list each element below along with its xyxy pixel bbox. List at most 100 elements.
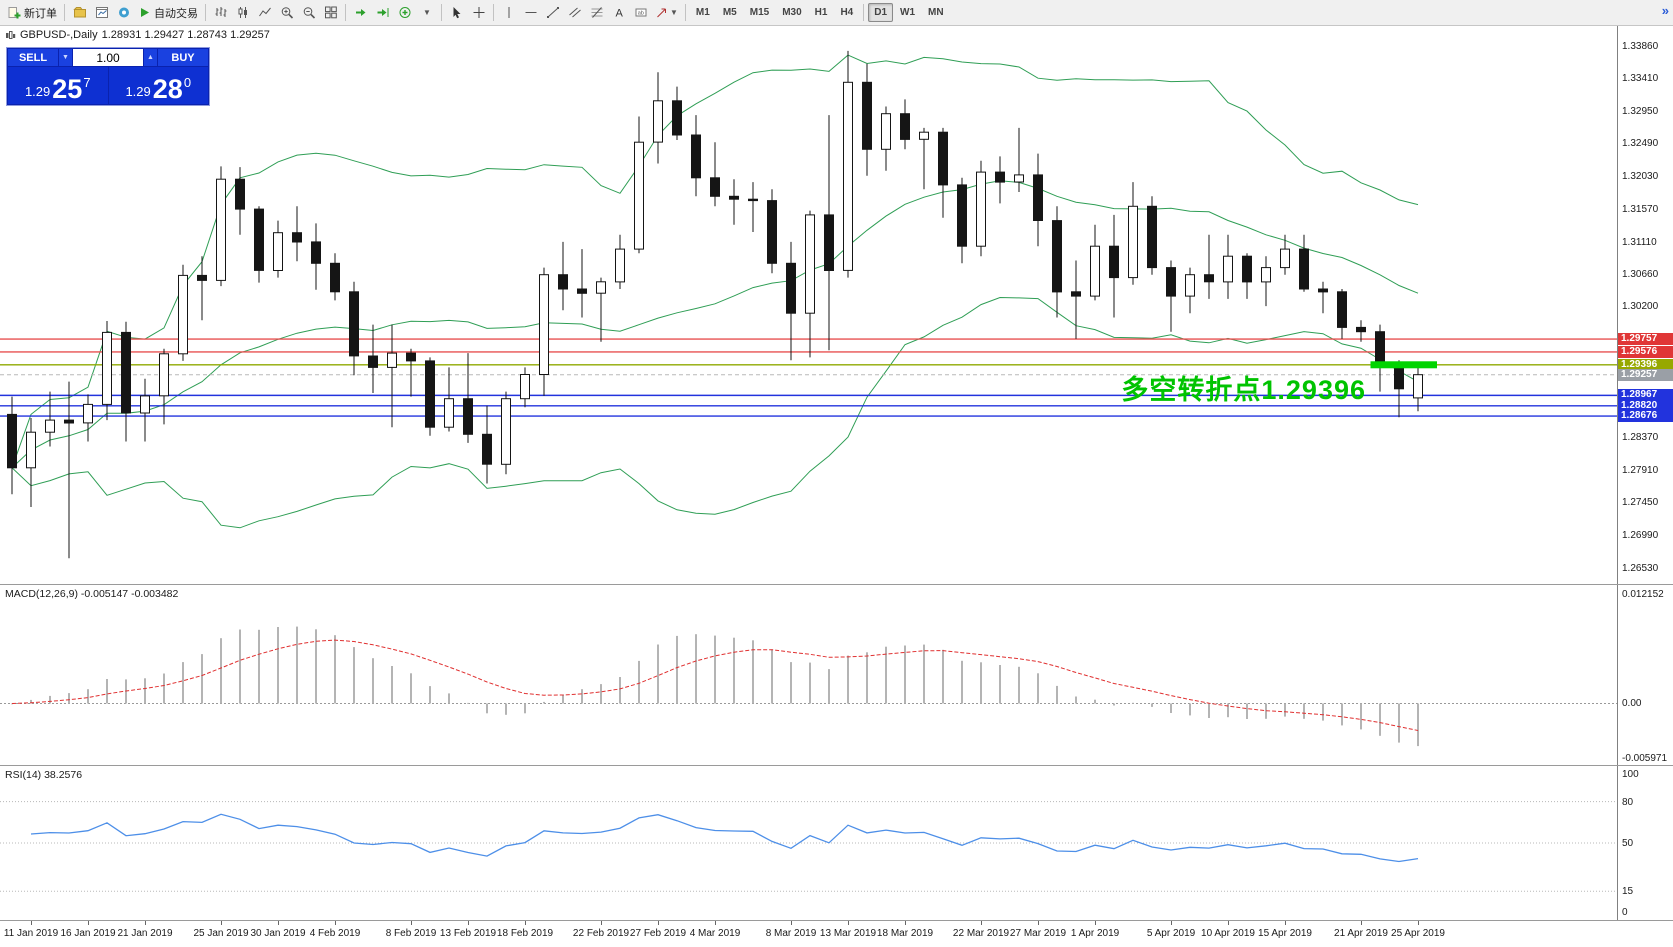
time-axis[interactable]: 11 Jan 2019 16 Jan 2019 21 Jan 2019 25 Jan … <box>0 921 1673 947</box>
vertical-line-icon <box>508 7 509 18</box>
sell-price-button[interactable]: 1.29 25 7 <box>8 67 108 104</box>
time-tick <box>278 921 279 925</box>
time-label: 21 Apr 2019 <box>1334 928 1388 939</box>
price-level-label: 1.29576 <box>1618 345 1673 358</box>
buy-button[interactable]: BUY <box>158 49 208 66</box>
community-button[interactable] <box>113 2 134 23</box>
macd-label: MACD(12,26,9) -0.005147 -0.003482 <box>5 588 179 600</box>
bollinger-middle-band <box>11 180 1419 469</box>
toolbar-separator <box>345 4 346 21</box>
text-button[interactable]: A <box>608 2 629 23</box>
price-tick-label: 1.30660 <box>1622 268 1659 280</box>
zoom-out-button[interactable] <box>298 2 319 23</box>
time-tick <box>145 921 146 925</box>
price-tick-label: 1.32030 <box>1622 171 1659 183</box>
time-tick <box>468 921 469 925</box>
zoom-out-icon <box>303 7 315 19</box>
macd-axis: 0.012152 0.00 -0.005971 <box>1618 585 1673 765</box>
indicators-dropdown-button[interactable]: ▼ <box>416 2 437 23</box>
timeframe-button-h1[interactable]: H1 <box>809 3 834 22</box>
macd-pane: MACD(12,26,9) -0.005147 -0.003482 0.0121… <box>0 585 1673 766</box>
time-label: 30 Jan 2019 <box>250 928 306 939</box>
timeframe-button-d1[interactable]: D1 <box>868 3 894 22</box>
line-chart-button[interactable] <box>254 2 275 23</box>
price-tick-label: 1.27450 <box>1622 497 1659 509</box>
timeframe-button-m15[interactable]: M15 <box>744 3 775 22</box>
one-click-trading-panel: SELL ▼ ▲ BUY 1.29 25 7 1.29 <box>6 47 210 106</box>
timeframe-button-w1[interactable]: W1 <box>894 3 921 22</box>
rsi-axis-label: 15 <box>1622 886 1634 898</box>
price-tick-label: 1.32950 <box>1622 105 1659 117</box>
rsi-axis-label: 100 <box>1622 769 1639 780</box>
sell-button[interactable]: SELL <box>8 49 58 66</box>
new-chart-button[interactable] <box>91 2 112 23</box>
toolbar-overflow-icon[interactable]: » <box>1661 3 1669 18</box>
rsi-axis-label: 80 <box>1622 796 1634 808</box>
time-label: 5 Apr 2019 <box>1146 928 1196 939</box>
autotrading-button[interactable]: 自动交易 <box>135 2 201 23</box>
current-price-label: 1.29257 <box>1618 368 1673 381</box>
auto-scroll-icon <box>355 9 365 16</box>
annotation-text: 多空转折点1.29396 <box>1121 374 1366 405</box>
price-tick-label: 1.31570 <box>1622 203 1659 215</box>
chevron-down-icon: ▼ <box>670 8 678 17</box>
time-tick <box>31 921 32 925</box>
indicators-plus-icon <box>399 7 410 18</box>
trendline-icon <box>546 7 559 18</box>
timeframe-button-m5[interactable]: M5 <box>717 3 743 22</box>
zoom-in-button[interactable] <box>276 2 297 23</box>
new-order-button[interactable]: 新订单 <box>4 2 60 23</box>
indicators-button[interactable] <box>394 2 415 23</box>
candlestick-chart-button[interactable] <box>232 2 253 23</box>
tile-windows-button[interactable] <box>320 2 341 23</box>
main-chart-canvas[interactable] <box>0 26 1673 584</box>
rsi-axis-label: 50 <box>1622 838 1634 849</box>
time-tick <box>525 921 526 925</box>
macd-axis-label: 0.00 <box>1622 698 1642 710</box>
new-order-label: 新订单 <box>24 7 57 20</box>
timeframe-button-m30[interactable]: M30 <box>776 3 807 22</box>
time-tick <box>981 921 982 925</box>
time-label: 8 Mar 2019 <box>765 928 817 939</box>
volume-input[interactable] <box>73 50 143 65</box>
bollinger-upper-band <box>11 54 1419 468</box>
timeframe-button-h4[interactable]: H4 <box>834 3 859 22</box>
auto-scroll-button[interactable] <box>350 2 371 23</box>
horizontal-line-button[interactable] <box>520 2 541 23</box>
timeframe-button-m1[interactable]: M1 <box>690 3 716 22</box>
time-tick <box>1285 921 1286 925</box>
time-label: 22 Feb 2019 <box>572 928 630 939</box>
volume-decrease-button[interactable]: ▼ <box>59 49 72 66</box>
volume-increase-button[interactable]: ▲ <box>144 49 157 66</box>
chart-shift-button[interactable] <box>372 2 393 23</box>
time-label: 22 Mar 2019 <box>952 928 1010 939</box>
time-label: 21 Jan 2019 <box>117 928 173 939</box>
fibonacci-button[interactable] <box>586 2 607 23</box>
price-tick-label: 1.33860 <box>1622 40 1659 52</box>
folder-icon <box>72 7 86 18</box>
macd-canvas[interactable] <box>0 585 1673 765</box>
time-label: 4 Mar 2019 <box>689 928 741 939</box>
timeframe-button-mn[interactable]: MN <box>922 3 950 22</box>
time-tick <box>1361 921 1362 925</box>
profiles-button[interactable] <box>69 2 90 23</box>
vertical-line-button[interactable] <box>498 2 519 23</box>
rsi-canvas[interactable] <box>0 766 1673 920</box>
time-label: 13 Mar 2019 <box>819 928 877 939</box>
text-label-button[interactable]: ab <box>630 2 651 23</box>
sell-price-main: 1.29 <box>24 84 51 100</box>
buy-price-button[interactable]: 1.29 28 0 <box>108 67 208 104</box>
trendline-button[interactable] <box>542 2 563 23</box>
arrows-button[interactable]: ▼ <box>652 2 681 23</box>
time-label: 27 Mar 2019 <box>1009 928 1067 939</box>
rsi-pane: RSI(14) 38.2576 100 80 50 15 0 <box>0 766 1673 921</box>
price-level-label: 1.29396 <box>1618 358 1673 371</box>
channel-button[interactable] <box>564 2 585 23</box>
bar-chart-button[interactable] <box>210 2 231 23</box>
time-label: 4 Feb 2019 <box>309 928 361 939</box>
price-axis[interactable]: 1.33860 1.33410 1.32950 1.32490 1.32030 1.315… <box>1618 26 1673 584</box>
crosshair-button[interactable] <box>468 2 489 23</box>
cursor-button[interactable] <box>446 2 467 23</box>
time-tick <box>1095 921 1096 925</box>
